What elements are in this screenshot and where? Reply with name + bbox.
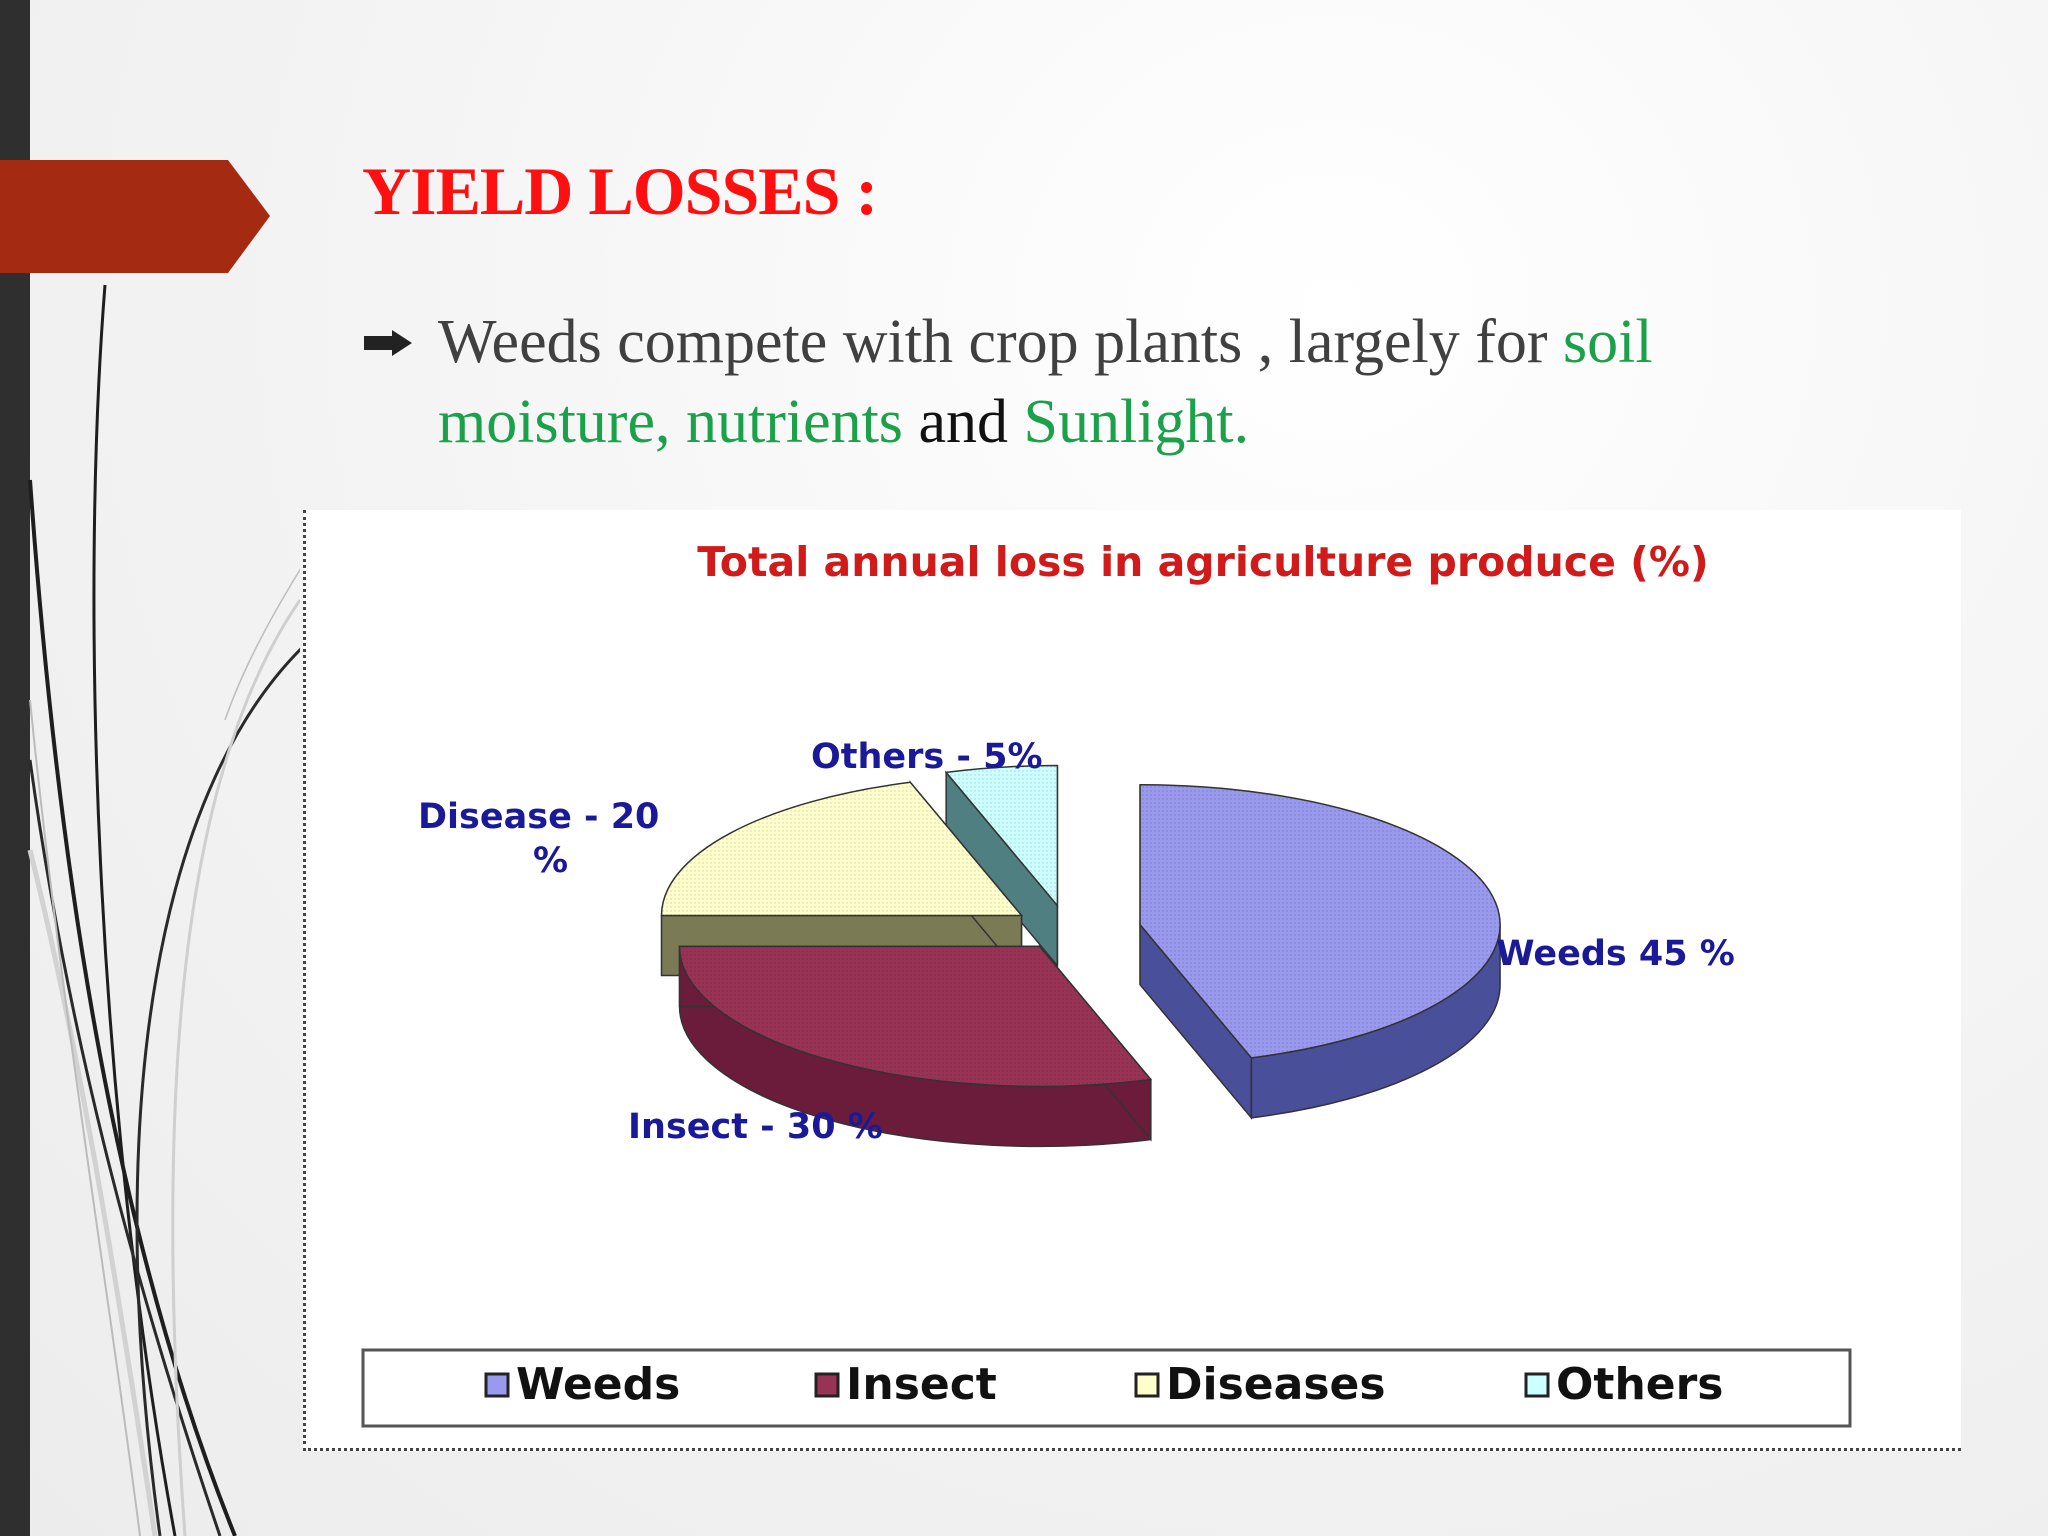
legend-label: Diseases (1166, 1359, 1386, 1410)
pie-slice-weeds (1139, 783, 1501, 1120)
title-arrow-shape (0, 160, 270, 273)
legend-item-weeds: Weeds (484, 1359, 680, 1410)
decorative-curves (27, 284, 300, 1536)
chart-title: Total annual loss in agriculture produce… (697, 538, 1708, 586)
bullet-text: Weeds compete with crop plants , largely… (438, 302, 1812, 462)
legend-swatch (814, 1372, 840, 1398)
legend-swatch (484, 1372, 510, 1398)
pie-chart: Total annual loss in agriculture produce… (361, 538, 1852, 1428)
legend-label: Insect (846, 1359, 997, 1410)
slice-label-diseases: Disease - 20 (418, 797, 659, 837)
legend-label: Others (1556, 1359, 1724, 1410)
arrow-bullet-icon (364, 330, 412, 356)
bullet-point: Weeds compete with crop plants , largely… (362, 302, 1812, 462)
legend-item-others: Others (1524, 1359, 1724, 1410)
pie-chart-image: Total annual loss in agriculture produce… (303, 510, 1961, 1451)
legend-label: Weeds (516, 1359, 680, 1410)
bullet-text-part1: Weeds compete with crop plants , largely… (438, 308, 1564, 376)
bullet-text-highlight-1: soil moisture, nutrients (438, 308, 1653, 456)
legend-swatch (1524, 1372, 1550, 1398)
slice-labels: Weeds 45 % Insect - 30 % Disease - 20% Othe… (418, 737, 1735, 1147)
legend-box (361, 1348, 1852, 1428)
pie-slice-others (944, 764, 1059, 968)
slice-label-others: Others - 5% (811, 737, 1043, 777)
bullet-text-highlight-2: Sunlight. (1023, 388, 1250, 456)
slice-label-disease-percent: % (533, 841, 568, 881)
slice-label-insect: Insect - 30 % (628, 1107, 883, 1147)
slide-title: YIELD LOSSES : (362, 153, 878, 229)
legend-item-diseases: Diseases (1134, 1359, 1386, 1410)
legend: Weeds Insect Diseases Others (484, 1359, 1724, 1410)
bullet-text-part3: and (902, 388, 1024, 456)
legend-swatch (1134, 1372, 1160, 1398)
pie-slices (660, 764, 1501, 1148)
pie-slice-insect (678, 944, 1153, 1148)
slice-label-weeds: Weeds 45 % (1496, 934, 1735, 974)
legend-item-insect: Insect (814, 1359, 997, 1410)
